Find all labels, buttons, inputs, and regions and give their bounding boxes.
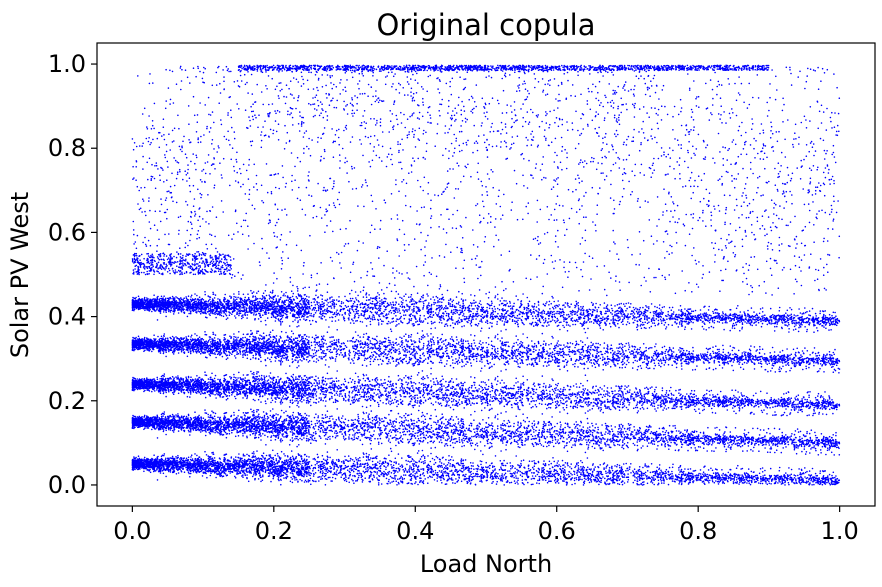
x-tick-label: 0.2 [255, 517, 293, 545]
x-tick-label: 0.4 [396, 517, 434, 545]
y-axis-label: Solar PV West [6, 192, 34, 358]
x-tick-label: 0.0 [113, 517, 151, 545]
x-axis: 0.0 0.2 0.4 0.6 0.8 1.0 [113, 506, 859, 545]
scatter-points [131, 64, 841, 486]
x-tick-label: 0.6 [538, 517, 576, 545]
y-tick-label: 0.4 [48, 303, 86, 331]
x-tick-label: 1.0 [821, 517, 859, 545]
plot-frame [96, 42, 876, 507]
x-tick-label: 0.8 [679, 517, 717, 545]
y-axis: 0.0 0.2 0.4 0.6 0.8 1.0 [48, 50, 97, 499]
y-tick-label: 0.6 [48, 218, 86, 246]
data-points [131, 64, 841, 486]
y-tick-label: 0.0 [48, 471, 86, 499]
y-tick-label: 0.8 [48, 134, 86, 162]
y-tick-label: 0.2 [48, 387, 86, 415]
x-axis-label: Load North [420, 550, 552, 578]
y-tick-label: 1.0 [48, 50, 86, 78]
chart-title: Original copula [376, 8, 595, 42]
